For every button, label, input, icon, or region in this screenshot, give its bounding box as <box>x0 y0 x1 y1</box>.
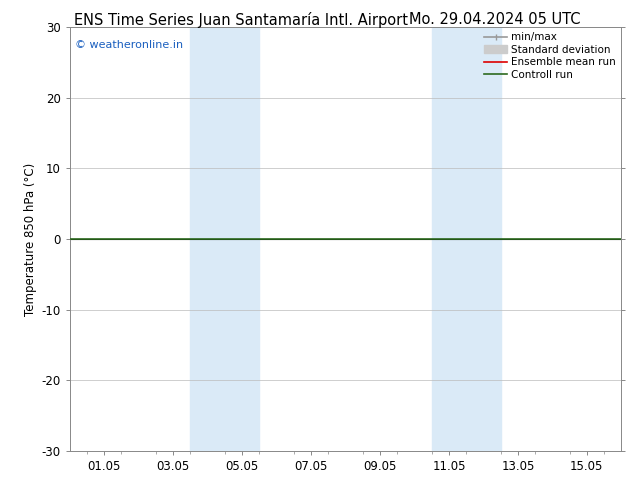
Text: ENS Time Series Juan Santamaría Intl. Airport: ENS Time Series Juan Santamaría Intl. Ai… <box>74 12 408 28</box>
Text: © weatheronline.in: © weatheronline.in <box>75 40 183 49</box>
Text: Mo. 29.04.2024 05 UTC: Mo. 29.04.2024 05 UTC <box>409 12 580 27</box>
Bar <box>432 27 501 451</box>
Y-axis label: Temperature 850 hPa (°C): Temperature 850 hPa (°C) <box>24 162 37 316</box>
Bar <box>190 27 259 451</box>
Legend: min/max, Standard deviation, Ensemble mean run, Controll run: min/max, Standard deviation, Ensemble me… <box>482 30 618 82</box>
